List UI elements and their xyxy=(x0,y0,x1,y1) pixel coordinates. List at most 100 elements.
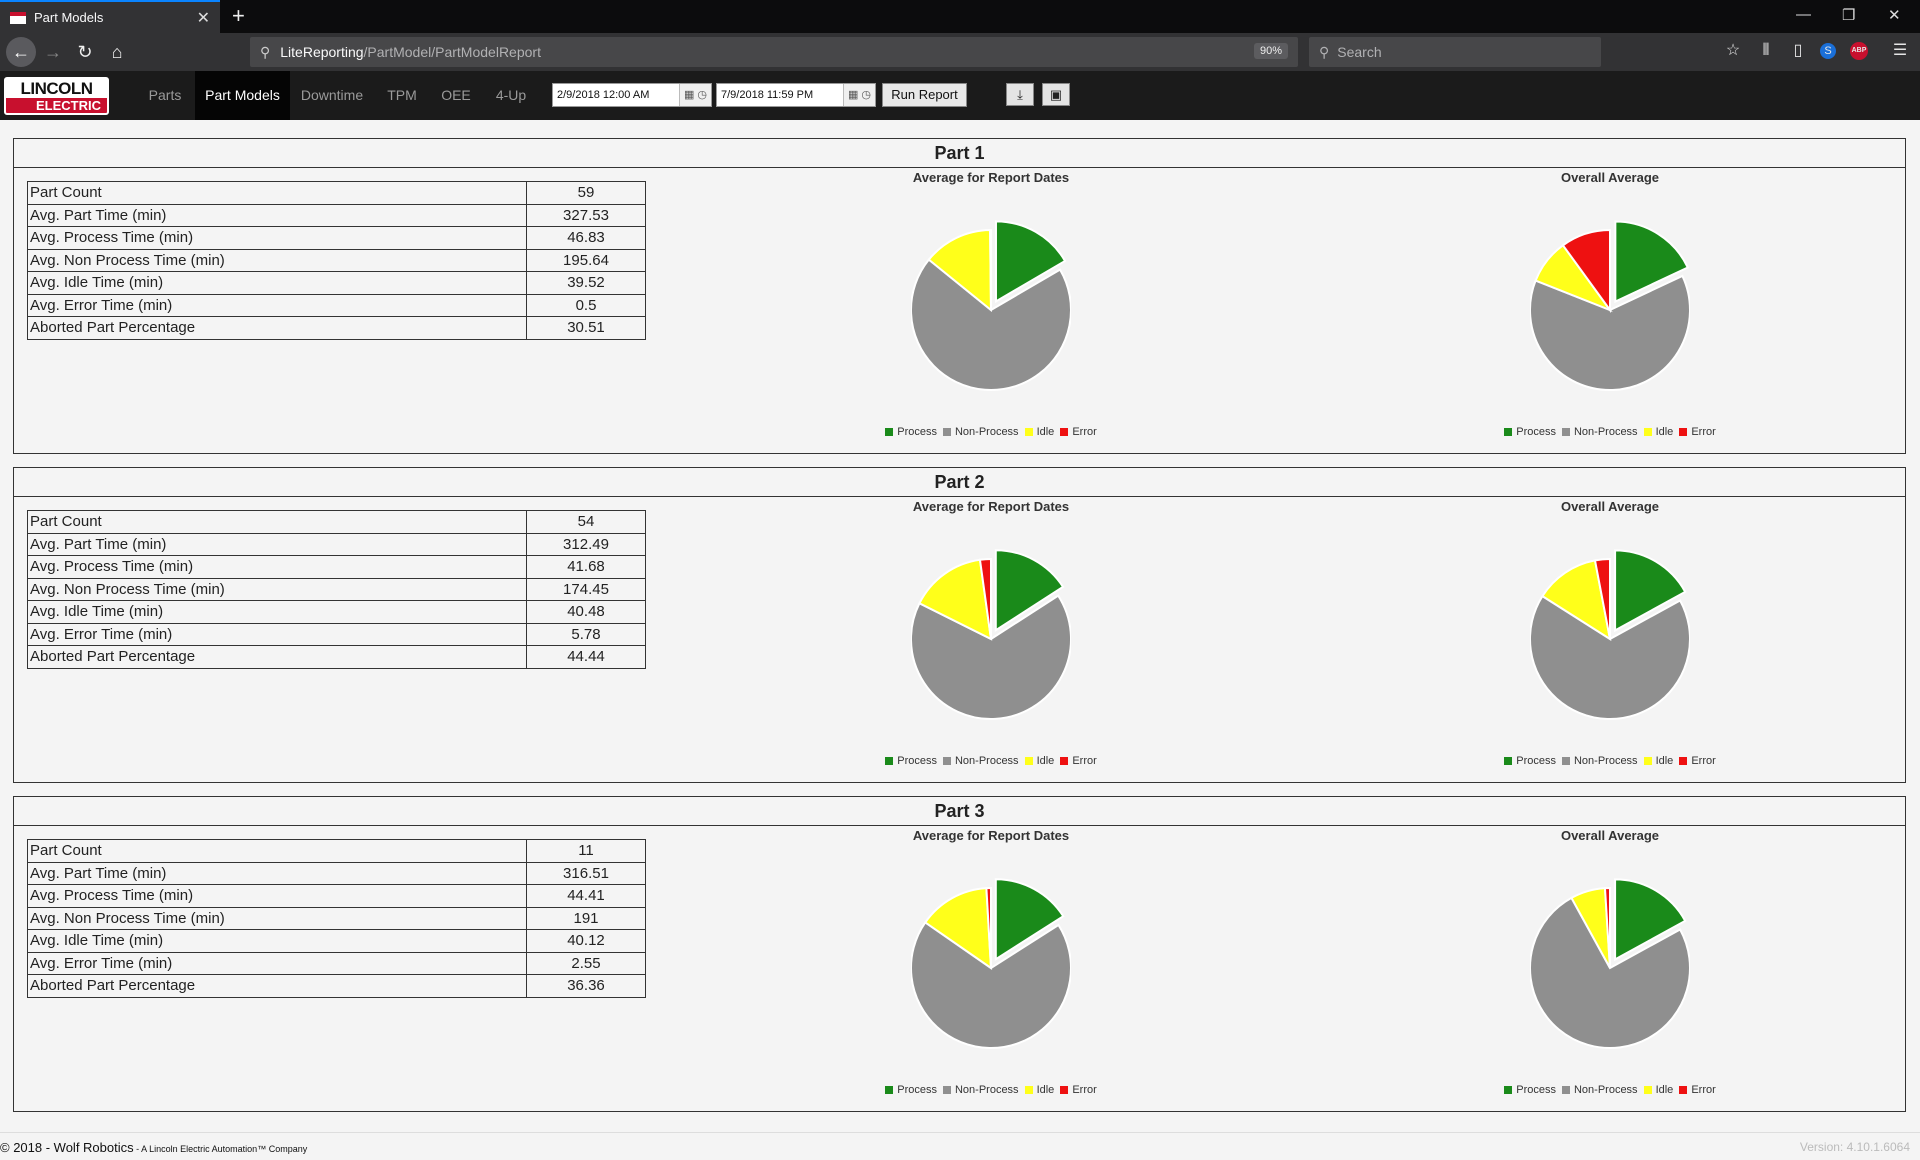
legend-item[interactable]: Process xyxy=(1504,755,1556,767)
legend-item[interactable]: Idle xyxy=(1643,755,1673,767)
legend-item[interactable]: Idle xyxy=(1024,755,1054,767)
table-row: Avg. Idle Time (min) 40.48 xyxy=(27,600,646,624)
table-row: Avg. Non Process Time (min) 174.45 xyxy=(27,577,646,601)
end-date-input[interactable]: 7/9/2018 11:59 PM ▦ ◷ xyxy=(716,83,876,107)
legend-label: Process xyxy=(897,426,937,438)
legend-item[interactable]: Idle xyxy=(1024,426,1055,438)
part-panel: Part 3 Part Count 11 Avg. Part Time (min)… xyxy=(13,796,1906,1112)
tab-oee[interactable]: OEE xyxy=(441,87,471,103)
legend-item[interactable]: Non-Process xyxy=(942,426,1019,438)
zoom-level-badge[interactable]: 90% xyxy=(1253,43,1288,59)
legend-item[interactable]: Idle xyxy=(1024,1084,1054,1096)
table-row: Avg. Process Time (min) 41.68 xyxy=(27,555,646,579)
run-report-button[interactable]: Run Report xyxy=(882,83,967,107)
back-button[interactable]: ← xyxy=(6,37,36,67)
chart-title: Overall Average xyxy=(1560,499,1660,514)
browser-search-bar[interactable]: ⚲ Search xyxy=(1309,37,1601,67)
legend-item[interactable]: Process xyxy=(1504,426,1556,438)
legend-label: Error xyxy=(1072,755,1097,767)
forward-button[interactable]: → xyxy=(44,42,62,62)
pie-slice-non-process xyxy=(911,920,1071,1049)
legend-item[interactable]: Non-Process xyxy=(942,1084,1019,1096)
legend-swatch xyxy=(885,428,894,436)
legend-item[interactable]: Non-Process xyxy=(1561,1084,1638,1096)
tab-4up[interactable]: 4-Up xyxy=(495,87,527,103)
part-panel: Part 1 Part Count 59 Avg. Part Time (min)… xyxy=(13,138,1906,454)
part-title: Part 3 xyxy=(14,797,1905,826)
chart-legend: Process Non-Process Idle Error xyxy=(1500,755,1720,767)
menu-icon[interactable]: ☰ xyxy=(1892,42,1908,59)
legend-swatch xyxy=(1024,1086,1033,1094)
extension-s-icon[interactable]: S xyxy=(1820,43,1836,59)
legend-item[interactable]: Non-Process xyxy=(1561,426,1638,438)
legend-item[interactable]: Process xyxy=(885,755,937,767)
legend-item[interactable]: Process xyxy=(1504,1084,1556,1096)
legend-item[interactable]: Non-Process xyxy=(942,755,1019,767)
library-icon[interactable]: ⫴ xyxy=(1762,42,1770,59)
minimize-icon[interactable]: — xyxy=(1796,6,1811,23)
reload-button[interactable]: ↻ xyxy=(77,42,93,62)
home-button[interactable]: ⌂ xyxy=(111,42,123,62)
start-date-input[interactable]: 2/9/2018 12:00 AM ▦ ◷ xyxy=(552,83,712,107)
pie-slice-error xyxy=(978,557,992,640)
legend-swatch xyxy=(1643,757,1652,765)
legend-label: Error xyxy=(1691,755,1716,767)
legend-item[interactable]: Error xyxy=(1679,755,1716,767)
footer-divider xyxy=(0,1132,1920,1133)
part-stats-table: Part Count 11 Avg. Part Time (min) 316.51 … xyxy=(27,839,646,998)
table-row: Avg. Process Time (min) 46.83 xyxy=(27,226,646,250)
close-tab-icon[interactable]: ✕ xyxy=(196,9,210,27)
legend-label: Idle xyxy=(1036,426,1055,438)
tab-tpm[interactable]: TPM xyxy=(387,87,417,103)
stat-label: Avg. Idle Time (min) xyxy=(27,929,527,953)
legend-item[interactable]: Error xyxy=(1679,426,1716,438)
legend-item[interactable]: Error xyxy=(1060,755,1097,767)
legend-swatch xyxy=(942,428,951,436)
close-window-icon[interactable]: ✕ xyxy=(1888,7,1901,24)
legend-swatch xyxy=(885,1086,894,1094)
url-search-icon: ⚲ xyxy=(260,43,271,60)
image-export-icon[interactable]: ▣ xyxy=(1042,83,1070,106)
stat-value: 40.48 xyxy=(526,600,646,624)
pie-chart-overall-average: Overall Average Process Non-Process Idle Er… xyxy=(1500,826,1720,1106)
pie-chart-report-dates: Average for Report Dates Process Non-Proc… xyxy=(881,168,1101,448)
legend-item[interactable]: Error xyxy=(1679,1084,1716,1096)
stat-label: Avg. Part Time (min) xyxy=(27,532,527,556)
part-panel: Part 2 Part Count 54 Avg. Part Time (min)… xyxy=(13,467,1906,783)
download-icon[interactable]: ⤓ xyxy=(1006,83,1034,106)
tab-title: Part Models xyxy=(34,10,104,25)
pie-slice-error xyxy=(1593,557,1611,640)
tab-part-models[interactable]: Part Models xyxy=(195,71,290,120)
pie-slice-non-process xyxy=(1530,896,1690,1049)
stat-value: 39.52 xyxy=(526,271,646,295)
bookmark-star-icon[interactable]: ☆ xyxy=(1725,42,1741,59)
sidebar-icon[interactable]: ▯ xyxy=(1793,42,1803,59)
legend-item[interactable]: Process xyxy=(885,426,937,438)
legend-item[interactable]: Idle xyxy=(1643,1084,1673,1096)
lincoln-electric-logo[interactable]: LINCOLN ELECTRIC xyxy=(4,77,109,115)
legend-swatch xyxy=(942,757,951,765)
legend-swatch xyxy=(1060,428,1069,436)
legend-item[interactable]: Error xyxy=(1060,1084,1097,1096)
stat-value: 316.51 xyxy=(526,861,646,885)
stat-value: 2.55 xyxy=(526,951,646,975)
tab-parts[interactable]: Parts xyxy=(148,87,182,103)
tab-downtime[interactable]: Downtime xyxy=(300,87,364,103)
legend-item[interactable]: Non-Process xyxy=(1561,755,1638,767)
pie-slice-non-process xyxy=(911,258,1071,391)
end-date-picker-icons[interactable]: ▦ ◷ xyxy=(843,84,875,106)
restore-icon[interactable]: ❐ xyxy=(1842,7,1856,24)
browser-tab[interactable]: Part Models ✕ xyxy=(0,0,220,33)
legend-item[interactable]: Idle xyxy=(1643,426,1673,438)
adblock-icon[interactable]: ABP xyxy=(1850,42,1868,60)
pie-slice-idle xyxy=(923,887,993,970)
start-date-picker-icons[interactable]: ▦ ◷ xyxy=(679,84,711,106)
legend-item[interactable]: Error xyxy=(1060,426,1097,438)
pie-svg xyxy=(911,549,1071,720)
legend-item[interactable]: Process xyxy=(885,1084,937,1096)
url-bar[interactable]: ⚲ LiteReporting/PartModel/PartModelRepor… xyxy=(250,37,1298,67)
new-tab-button[interactable]: + xyxy=(232,3,245,28)
legend-swatch xyxy=(1024,757,1033,765)
chart-legend: Process Non-Process Idle Error xyxy=(881,426,1101,438)
stat-value: 40.12 xyxy=(526,929,646,953)
